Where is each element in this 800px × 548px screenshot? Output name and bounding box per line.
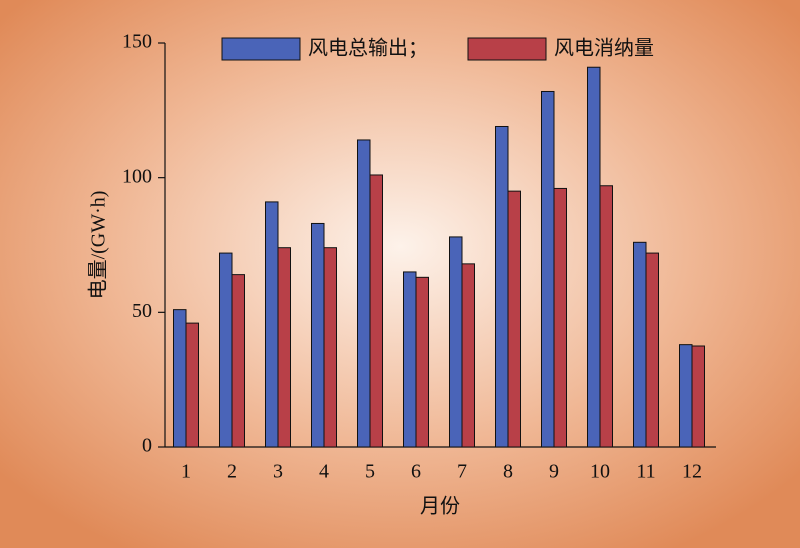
bar bbox=[691, 345, 705, 448]
bar bbox=[645, 252, 659, 448]
bar bbox=[415, 276, 429, 448]
bar bbox=[323, 247, 337, 448]
bar bbox=[311, 222, 325, 448]
x-tick-label: 6 bbox=[411, 461, 421, 483]
x-axis-label: 月份 bbox=[420, 495, 460, 518]
bar bbox=[495, 125, 509, 448]
bar bbox=[679, 344, 693, 448]
bar bbox=[449, 236, 463, 448]
bar bbox=[357, 139, 371, 448]
bar bbox=[231, 274, 245, 448]
x-tick-label: 1 bbox=[181, 461, 191, 483]
legend-swatch bbox=[221, 37, 301, 61]
legend-swatch bbox=[467, 37, 547, 61]
x-tick-label: 10 bbox=[590, 461, 610, 483]
y-tick-label: 150 bbox=[122, 31, 152, 53]
bar bbox=[369, 174, 383, 448]
x-tick-label: 8 bbox=[503, 461, 513, 483]
x-tick-label: 4 bbox=[319, 461, 329, 483]
bar bbox=[403, 271, 417, 448]
bar bbox=[219, 252, 233, 448]
x-tick-label: 5 bbox=[365, 461, 375, 483]
bar bbox=[553, 187, 567, 448]
legend-label: 风电总输出； bbox=[308, 37, 428, 60]
bar bbox=[541, 90, 555, 448]
bar bbox=[185, 322, 199, 448]
x-tick-label: 7 bbox=[457, 461, 467, 483]
x-tick-label: 9 bbox=[549, 461, 559, 483]
bar bbox=[587, 66, 601, 448]
bar bbox=[507, 190, 521, 448]
x-tick-label: 11 bbox=[636, 461, 655, 483]
bar bbox=[461, 263, 475, 448]
y-axis-label: 电量/(GW·h) bbox=[87, 191, 110, 300]
y-tick-label: 0 bbox=[142, 435, 152, 457]
y-tick-label: 100 bbox=[122, 165, 152, 187]
bar bbox=[633, 241, 647, 448]
bar bbox=[173, 309, 187, 448]
x-tick-label: 3 bbox=[273, 461, 283, 483]
y-tick-label: 50 bbox=[132, 300, 152, 322]
x-tick-label: 2 bbox=[227, 461, 237, 483]
bar bbox=[599, 185, 613, 448]
bar bbox=[277, 247, 291, 448]
bar bbox=[265, 201, 279, 448]
legend-label: 风电消纳量 bbox=[554, 37, 654, 60]
x-tick-label: 12 bbox=[682, 461, 702, 483]
